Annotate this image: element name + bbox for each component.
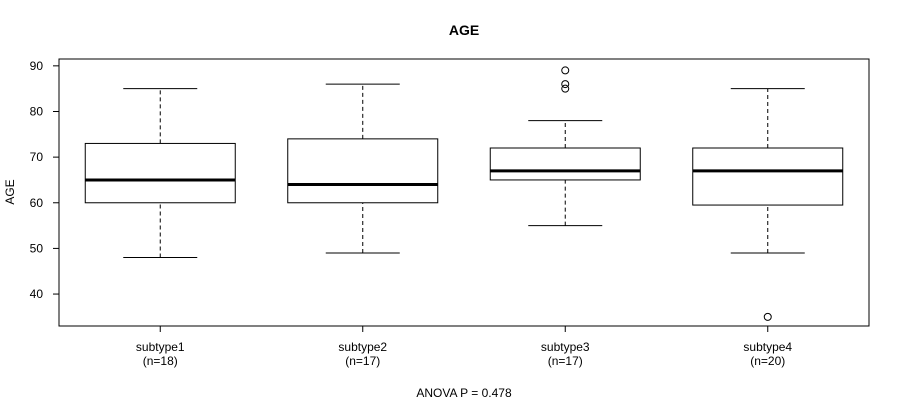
x-tick-label: subtype3: [541, 340, 590, 354]
iqr-box: [692, 147, 844, 206]
box-subtype2: [287, 83, 439, 254]
x-tick-count: (n=18): [143, 354, 178, 368]
y-tick-label: 50: [30, 241, 44, 255]
y-axis-label: AGE: [3, 179, 17, 204]
outlier-point: [561, 66, 570, 75]
box-subtype1: [84, 88, 236, 259]
box-group-container: [84, 66, 844, 321]
x-tick-label: subtype2: [338, 340, 387, 354]
box-subtype3: [489, 66, 641, 227]
box-subtype4: [692, 88, 844, 321]
x-tick-count: (n=20): [750, 354, 785, 368]
outlier-point: [561, 84, 570, 93]
y-tick-label: 40: [30, 287, 44, 301]
outlier-point: [763, 312, 772, 321]
y-tick-label: 80: [30, 104, 44, 118]
iqr-box: [84, 142, 236, 204]
y-axis: 40 50 60 70 80 90: [30, 59, 59, 301]
x-tick-label: subtype4: [743, 340, 792, 354]
anova-footer: ANOVA P = 0.478: [416, 386, 512, 400]
x-tick-count: (n=17): [548, 354, 583, 368]
x-tick-label: subtype1: [136, 340, 185, 354]
y-tick-label: 90: [30, 59, 44, 73]
y-tick-label: 60: [30, 196, 44, 210]
x-axis-labels: subtype1(n=18)subtype2(n=17)subtype3(n=1…: [136, 326, 792, 368]
y-tick-label: 70: [30, 150, 44, 164]
x-tick-count: (n=17): [345, 354, 380, 368]
chart-title: AGE: [449, 22, 479, 38]
outlier-point: [561, 80, 570, 89]
plot-frame: [58, 58, 870, 327]
iqr-box: [287, 138, 439, 204]
iqr-box: [489, 147, 641, 181]
